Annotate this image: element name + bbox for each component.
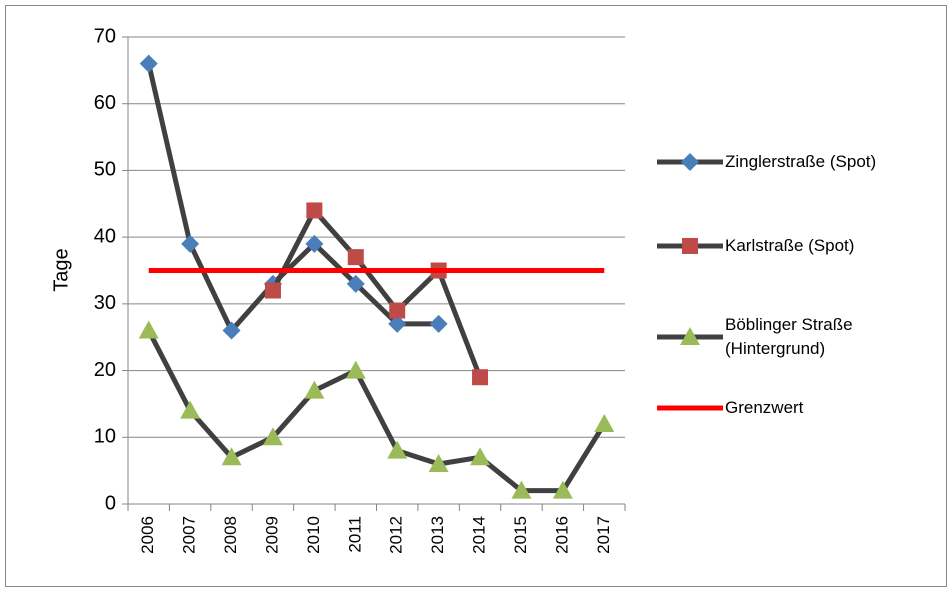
y-tick-label: 30 — [94, 292, 116, 314]
y-tick-label: 40 — [94, 225, 116, 247]
marker — [222, 321, 241, 340]
legend-swatch — [657, 405, 723, 411]
chart-border — [5, 5, 947, 587]
y-tick-label: 60 — [94, 92, 116, 114]
legend-swatch — [657, 153, 723, 171]
marker — [138, 320, 159, 339]
marker — [345, 360, 366, 379]
x-tick-label: 2013 — [428, 516, 447, 554]
y-tick-label: 70 — [94, 25, 116, 47]
marker — [680, 327, 700, 345]
marker — [428, 453, 449, 472]
legend-swatch — [657, 238, 723, 254]
legend-item: Grenzwert — [655, 394, 945, 422]
x-tick-label: 2017 — [594, 516, 613, 554]
x-tick-label: 2008 — [221, 516, 240, 554]
x-tick-label: 2006 — [138, 516, 157, 554]
marker — [472, 369, 489, 386]
marker — [682, 238, 698, 254]
marker — [264, 282, 281, 299]
y-tick-label: 20 — [94, 359, 116, 381]
series-line — [270, 207, 483, 379]
legend-swatch — [657, 327, 723, 345]
x-tick-label: 2016 — [552, 516, 571, 554]
x-tick-label: 2012 — [387, 516, 406, 554]
x-tick-label: 2011 — [345, 516, 364, 553]
legend-label: Grenzwert — [725, 398, 804, 417]
marker — [346, 274, 365, 293]
x-tick-label: 2014 — [470, 516, 489, 554]
marker — [181, 234, 200, 253]
x-tick-label: 2007 — [180, 516, 199, 554]
marker — [388, 314, 407, 333]
y-tick-label: 0 — [105, 492, 116, 514]
legend-label: Karlstraße (Spot) — [725, 236, 855, 255]
marker — [304, 380, 325, 399]
marker — [511, 480, 532, 499]
marker — [306, 202, 323, 219]
marker — [552, 480, 573, 499]
marker — [139, 54, 158, 73]
marker — [221, 447, 242, 466]
marker — [305, 234, 324, 253]
y-tick-label: 10 — [94, 426, 116, 448]
legend-item: Böblinger Straße (Hintergrund) — [655, 313, 945, 361]
legend-label: Zinglerstraße (Spot) — [725, 152, 877, 171]
x-tick-label: 2010 — [304, 516, 323, 554]
marker — [594, 413, 615, 432]
y-tick-label: 50 — [94, 159, 116, 181]
series-line — [146, 329, 607, 494]
y-axis-label: Tage — [50, 248, 72, 291]
marker — [470, 447, 491, 466]
legend-item: Karlstraße (Spot) — [655, 232, 945, 260]
marker — [180, 400, 201, 419]
marker — [387, 440, 408, 459]
marker — [347, 249, 364, 266]
marker — [262, 427, 283, 446]
marker — [681, 153, 699, 171]
x-tick-label: 2009 — [262, 516, 281, 554]
marker — [429, 314, 448, 333]
marker — [389, 302, 406, 319]
legend-label: Böblinger Straße (Hintergrund) — [725, 315, 853, 358]
legend-item: Zinglerstraße (Spot) — [655, 148, 945, 176]
x-tick-label: 2015 — [511, 516, 530, 554]
